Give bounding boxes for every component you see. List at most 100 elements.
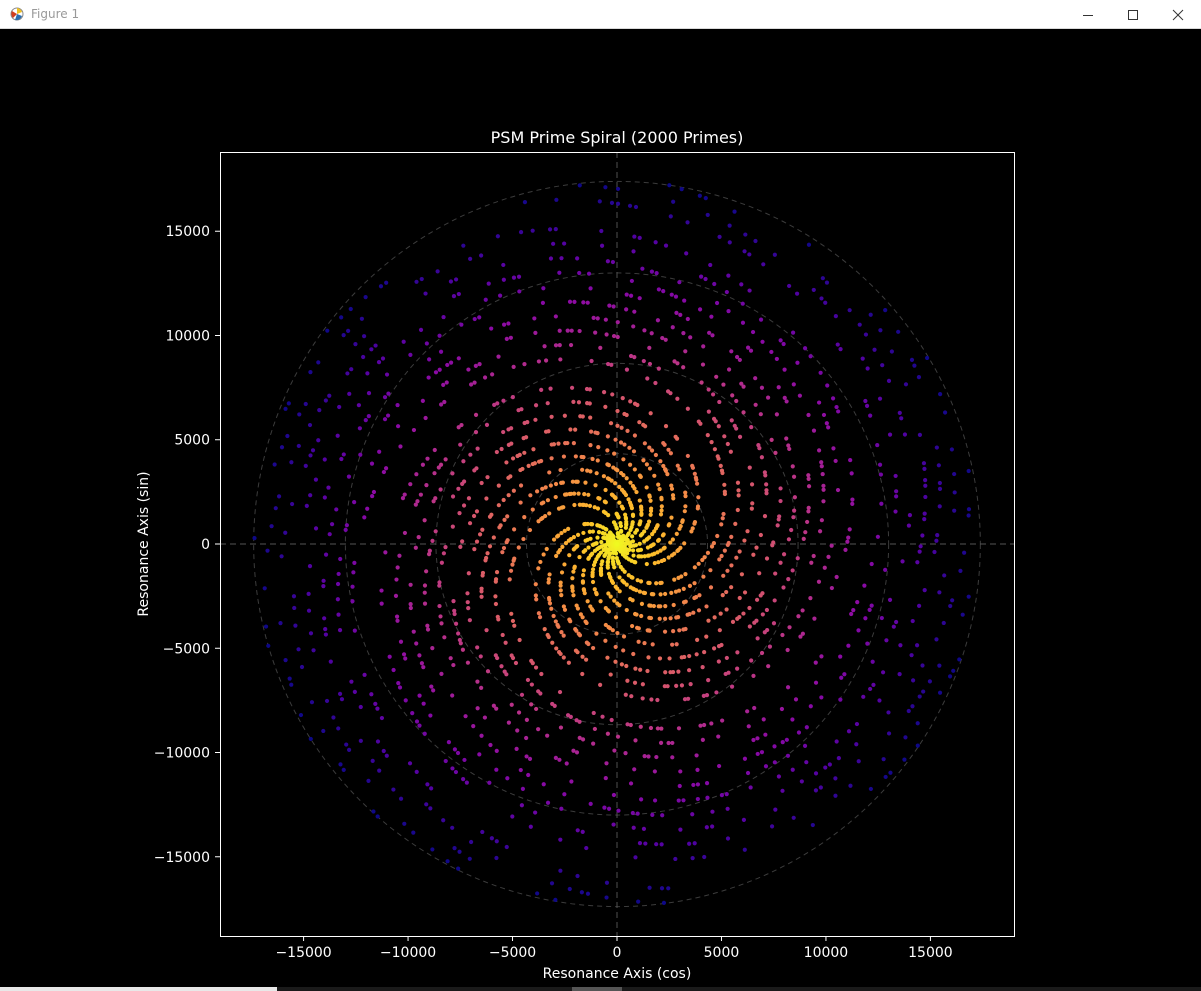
data-point — [962, 550, 967, 555]
data-point — [704, 781, 710, 786]
data-point — [764, 607, 770, 613]
data-point — [610, 392, 615, 397]
data-point — [634, 489, 639, 495]
data-point — [588, 536, 593, 541]
maximize-icon — [1128, 9, 1138, 20]
data-point — [391, 787, 396, 792]
data-point — [790, 568, 795, 573]
data-point — [716, 734, 721, 739]
data-point — [894, 489, 899, 494]
data-point — [773, 450, 778, 455]
data-point — [352, 628, 357, 633]
data-point — [681, 331, 686, 336]
data-point — [346, 328, 351, 334]
data-point — [645, 668, 650, 674]
data-point — [854, 742, 859, 747]
data-point — [647, 615, 652, 620]
data-point — [621, 634, 627, 639]
data-point — [338, 556, 343, 562]
close-button[interactable] — [1155, 0, 1201, 29]
data-point — [619, 425, 624, 430]
data-point — [678, 769, 683, 774]
data-point — [804, 760, 809, 765]
data-point — [848, 457, 853, 463]
data-point — [764, 491, 769, 496]
y-tick-label: 15000 — [165, 224, 210, 240]
data-point — [592, 505, 597, 510]
data-point — [634, 625, 640, 630]
data-point — [681, 798, 686, 803]
data-point — [502, 517, 507, 522]
data-point — [669, 486, 675, 491]
data-point — [603, 404, 608, 409]
data-point — [562, 413, 567, 418]
data-point — [297, 412, 302, 417]
data-point — [813, 680, 819, 685]
data-point — [781, 585, 786, 590]
data-point — [528, 824, 533, 829]
data-point — [379, 588, 384, 593]
data-point — [741, 817, 747, 822]
data-point — [818, 370, 823, 375]
data-point — [762, 630, 767, 635]
data-point — [770, 543, 775, 548]
data-point — [311, 648, 316, 653]
data-point — [811, 553, 816, 559]
data-point — [646, 655, 651, 660]
data-point — [547, 511, 552, 516]
data-point — [435, 269, 440, 274]
data-point — [785, 685, 791, 690]
data-point — [649, 697, 654, 702]
data-point — [641, 458, 646, 463]
data-point — [658, 592, 663, 597]
data-point — [603, 638, 608, 643]
data-point — [747, 465, 752, 470]
data-point — [729, 585, 734, 590]
data-point — [727, 223, 732, 228]
data-point — [717, 628, 722, 633]
data-point — [584, 640, 589, 645]
data-point — [922, 466, 927, 471]
data-point — [800, 631, 806, 636]
data-point — [764, 488, 769, 493]
data-point — [877, 462, 883, 467]
data-point — [511, 488, 516, 493]
data-point — [522, 362, 527, 367]
data-point — [781, 552, 787, 557]
data-point — [624, 476, 629, 481]
data-point — [358, 452, 363, 457]
data-point — [322, 495, 327, 500]
maximize-button[interactable] — [1110, 0, 1156, 29]
data-point — [746, 724, 751, 729]
data-point — [659, 726, 664, 731]
data-point — [773, 571, 778, 576]
data-point — [356, 403, 361, 408]
data-point — [678, 312, 683, 317]
data-point — [652, 561, 657, 566]
data-point — [450, 825, 455, 830]
data-point — [423, 291, 428, 296]
data-point — [475, 679, 480, 684]
data-point — [917, 694, 922, 699]
data-point — [417, 653, 422, 658]
data-point — [357, 426, 362, 431]
data-point — [694, 481, 700, 486]
data-point — [604, 880, 610, 885]
data-point — [418, 327, 424, 332]
data-point — [493, 577, 499, 582]
data-point — [561, 633, 566, 638]
data-point — [424, 341, 429, 346]
data-point — [834, 739, 839, 744]
data-point — [496, 483, 501, 488]
data-point — [764, 482, 769, 487]
data-point — [579, 890, 584, 895]
data-point — [283, 530, 288, 535]
data-point — [576, 400, 582, 405]
data-point — [938, 392, 943, 397]
data-point — [504, 336, 509, 341]
data-point — [820, 276, 825, 281]
data-point — [654, 271, 659, 276]
data-point — [574, 718, 579, 723]
data-point — [560, 480, 565, 485]
minimize-button[interactable] — [1065, 0, 1111, 29]
